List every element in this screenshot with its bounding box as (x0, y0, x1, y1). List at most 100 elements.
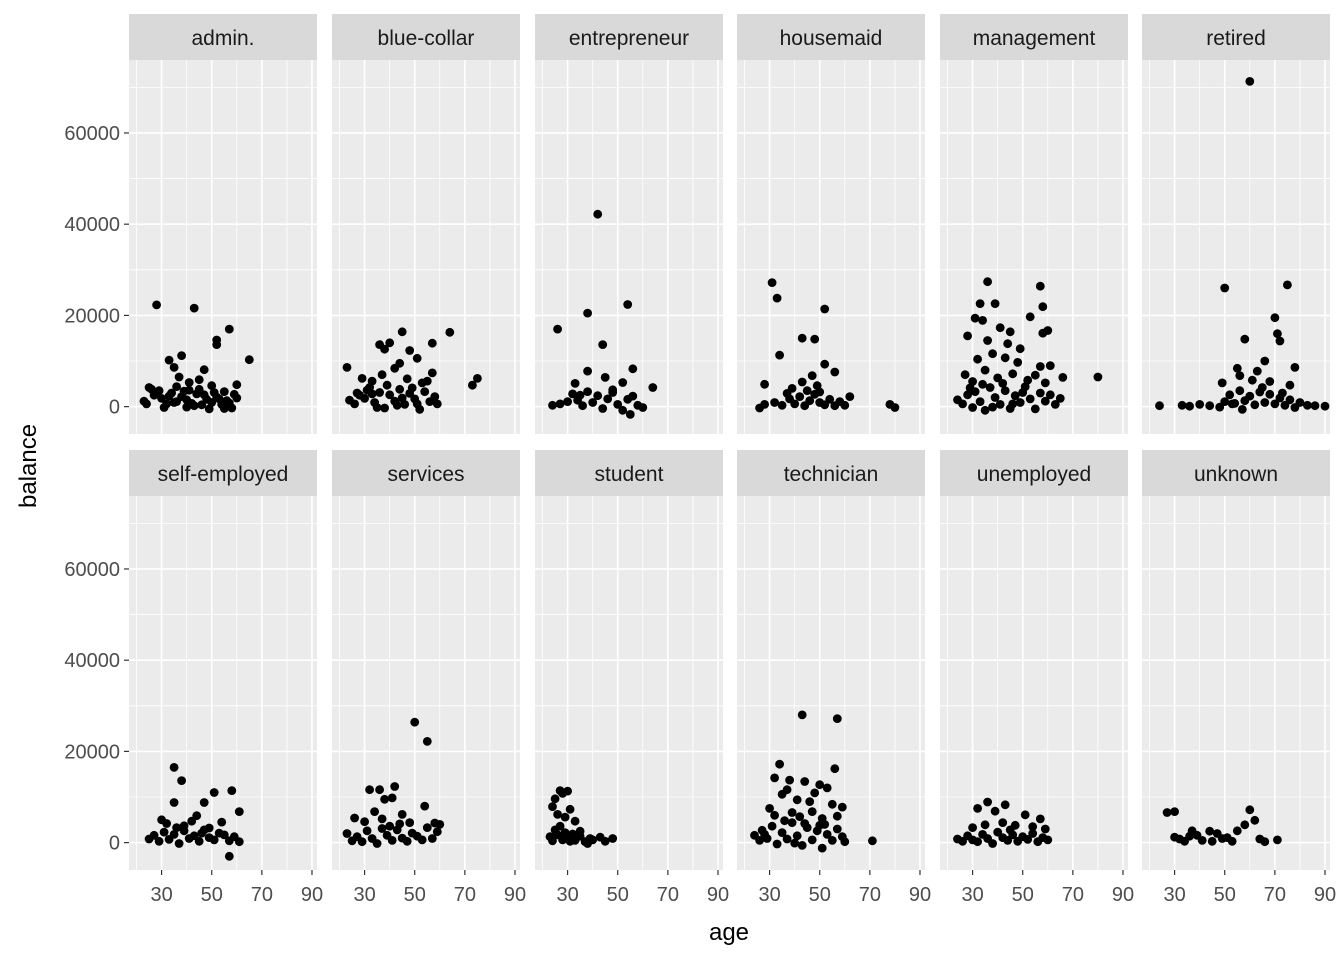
data-point (405, 346, 415, 355)
data-point (1257, 383, 1267, 392)
x-tick-label: 30 (556, 884, 578, 906)
data-point (1235, 371, 1245, 380)
data-point (845, 392, 855, 401)
data-point (568, 389, 577, 399)
data-point (827, 836, 837, 845)
x-tick-label: 70 (1264, 884, 1286, 906)
data-point (978, 379, 987, 389)
data-point (548, 802, 557, 811)
data-point (570, 816, 580, 826)
data-point (770, 398, 779, 407)
data-point (1055, 394, 1065, 403)
data-point (422, 376, 432, 386)
data-point (820, 304, 830, 314)
facet-panel-management: management (940, 14, 1128, 434)
data-point (149, 830, 159, 840)
facet-panel-retired: retired (1142, 14, 1330, 434)
data-point (197, 828, 207, 838)
data-point (1237, 405, 1247, 414)
data-point (244, 355, 254, 365)
data-point (164, 391, 174, 401)
data-point (980, 820, 990, 830)
data-point (410, 717, 420, 727)
x-tick-label: 90 (1314, 884, 1336, 906)
x-tick-label: 50 (607, 884, 629, 906)
facet-strip-label: admin. (191, 27, 254, 50)
data-point (169, 363, 179, 372)
facet-strip-label: unemployed (977, 463, 1091, 486)
data-point (1162, 808, 1172, 817)
data-point (367, 389, 377, 399)
data-point (767, 278, 777, 287)
data-point (154, 836, 164, 846)
data-point (1245, 805, 1255, 815)
data-point (973, 354, 982, 364)
data-point (1038, 302, 1048, 312)
data-point (1020, 810, 1030, 820)
facet-panel-unemployed: unemployed (940, 450, 1128, 870)
data-point (868, 836, 877, 846)
data-point (970, 313, 980, 323)
data-point (832, 811, 842, 821)
data-point (422, 737, 432, 746)
data-point (219, 387, 229, 396)
data-point (1270, 399, 1280, 409)
facet-panels: admin. blue-collar entrepreneur housemaid ma… (129, 14, 1330, 870)
data-point (194, 375, 204, 385)
data-point (760, 400, 769, 409)
data-point (1003, 339, 1013, 349)
data-point (352, 388, 362, 398)
data-point (219, 404, 229, 413)
facet-strip (737, 450, 925, 496)
data-point (1227, 399, 1237, 409)
data-point (790, 399, 800, 409)
facet-strip-label: student (595, 463, 664, 486)
data-point (603, 394, 613, 404)
data-point (390, 782, 400, 791)
data-point (212, 340, 222, 349)
data-point (427, 338, 437, 348)
data-point (172, 823, 182, 832)
data-point (397, 327, 407, 337)
data-point (1000, 800, 1010, 810)
y-axis: 0 20000 40000 60000 0 20000 40000 60000 (64, 123, 129, 855)
data-point (169, 830, 179, 839)
data-point (795, 392, 805, 401)
data-point (548, 400, 557, 410)
x-tick-label: 70 (657, 884, 679, 906)
data-point (224, 324, 234, 334)
data-point (565, 804, 575, 814)
data-point (648, 383, 658, 392)
data-point (1018, 388, 1028, 397)
data-point (777, 789, 787, 799)
data-point (209, 788, 219, 797)
data-point (377, 814, 387, 824)
y-tick-label: 20000 (64, 305, 120, 327)
data-point (1285, 395, 1295, 405)
x-tick-label: 30 (1163, 884, 1185, 906)
y-tick-label: 40000 (64, 214, 120, 236)
data-point (360, 394, 369, 403)
data-point (420, 387, 430, 396)
data-point (988, 402, 997, 412)
data-point (767, 821, 777, 831)
data-point (189, 401, 199, 411)
facet-strip (535, 450, 723, 496)
data-point (1250, 400, 1260, 410)
data-point (1170, 807, 1179, 816)
data-point (588, 398, 598, 407)
facet-panel-blue-collar: blue-collar (332, 14, 520, 434)
data-point (214, 394, 224, 404)
data-point (189, 303, 199, 313)
data-point (397, 393, 407, 403)
data-point (1220, 397, 1230, 406)
data-point (468, 380, 477, 390)
data-point (435, 820, 445, 829)
data-point (815, 820, 825, 830)
panel-background (332, 60, 520, 434)
data-point (983, 336, 992, 345)
data-point (1310, 401, 1320, 411)
data-point (980, 405, 990, 415)
data-point (563, 397, 572, 406)
data-point (1220, 283, 1230, 293)
